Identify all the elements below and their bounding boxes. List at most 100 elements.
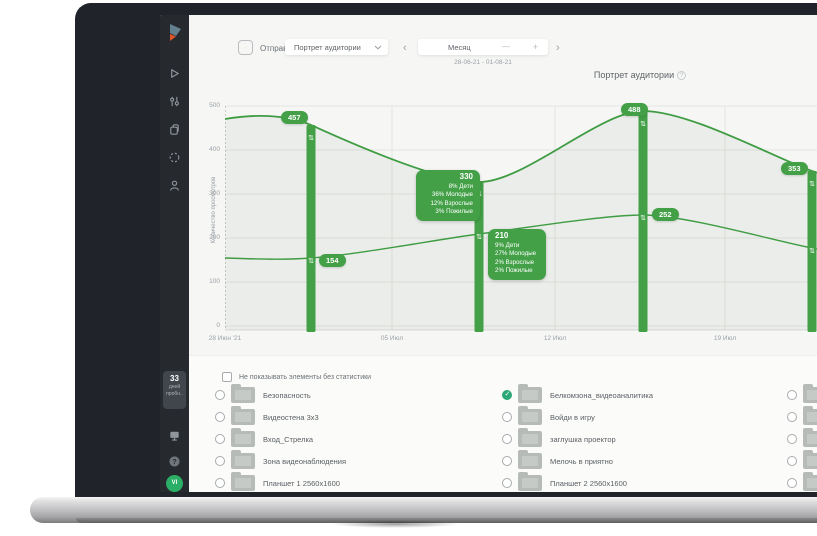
tooltip-line: 2% Пожилые — [495, 267, 533, 274]
app-logo-icon[interactable] — [167, 23, 183, 43]
radio-unchecked[interactable] — [787, 434, 797, 444]
y-tick: 300 — [209, 190, 220, 197]
trial-days-text2: пробн.. — [166, 391, 183, 397]
folder-icon — [803, 450, 817, 469]
x-tick: 12 Июл — [543, 335, 567, 342]
list-item[interactable]: Видеостена 3x3 — [215, 406, 495, 426]
radio-unchecked[interactable] — [787, 456, 797, 466]
tooltip-lower: 210 9% Дети 27% Молодые 2% Взрослые 2% П… — [488, 229, 546, 280]
report-type-dropdown[interactable]: Портрет аудитории — [285, 39, 388, 55]
radio-unchecked[interactable] — [502, 478, 512, 488]
tooltip-upper: 330 8% Дети 36% Молодые 12% Взрослые 3% … — [416, 170, 480, 221]
list-item-label: Планшет 1 2560x1600 — [263, 478, 340, 488]
radio-checked[interactable] — [502, 390, 512, 400]
monitor-icon[interactable] — [168, 429, 181, 442]
person-icon[interactable] — [168, 179, 181, 192]
x-tick: 05 Июл — [380, 335, 404, 342]
radio-unchecked[interactable] — [502, 412, 512, 422]
trial-days-text1: дней — [168, 384, 181, 390]
laptop-base — [30, 497, 817, 528]
list-item[interactable]: заглушка проектор — [502, 428, 782, 448]
zoom-out-period-button[interactable]: — — [502, 42, 510, 51]
download-report-button[interactable] — [238, 40, 253, 55]
list-item[interactable]: Зона видеонаблюдения — [215, 450, 495, 470]
report-type-value: Портрет аудитории — [294, 43, 361, 52]
list-item-label: Белкомзона_видеоаналитика — [550, 390, 654, 400]
period-selector[interactable]: Месяц — + — [418, 39, 548, 55]
user-avatar[interactable]: VI — [166, 475, 183, 492]
radio-unchecked[interactable] — [502, 434, 512, 444]
laptop-shadow — [330, 520, 460, 528]
list-item[interactable]: Заставка — [787, 428, 817, 448]
svg-text:⇅: ⇅ — [640, 121, 646, 128]
tooltip-line: 9% Дети — [495, 241, 520, 249]
radio-unchecked[interactable] — [215, 412, 225, 422]
tooltip-line: 12% Взрослые — [430, 199, 473, 207]
info-icon[interactable]: ? — [677, 71, 687, 80]
laptop-bezel: 33 дней пробн.. ? VI — [75, 3, 817, 497]
tooltip-line: 3% Пожилые — [435, 208, 473, 215]
list-item[interactable]: Планшет 2 2560x1600 — [502, 472, 782, 492]
hide-empty-label: Не показывать элементы без статистики — [239, 373, 372, 381]
chart-canvas: ⇅⇅ ⇅⇅ ⇅⇅ ⇅⇅ — [225, 105, 817, 332]
chart-title: Портрет аудитории? — [560, 70, 720, 80]
list-item[interactable]: Белкомзона_видеоаналитика — [787, 384, 817, 404]
list-item[interactable]: Безопасность — [215, 384, 495, 404]
svg-text:?: ? — [172, 459, 176, 466]
tooltip-line: 2% Взрослые — [495, 258, 535, 266]
radio-unchecked[interactable] — [787, 412, 797, 422]
data-point-label: 154 — [319, 254, 346, 267]
radio-unchecked[interactable] — [215, 434, 225, 444]
y-tick: 0 — [216, 322, 220, 329]
list-item-selected[interactable]: Белкомзона_видеоаналитика — [502, 384, 782, 404]
chevron-down-icon — [374, 45, 382, 50]
trial-days-badge[interactable]: 33 дней пробн.. — [163, 371, 186, 409]
folder-icon — [803, 428, 817, 447]
sliders-icon[interactable] — [168, 95, 181, 108]
tooltip-line: 8% Дети — [448, 182, 473, 190]
zoom-in-period-button[interactable]: + — [532, 42, 538, 52]
list-item[interactable]: Планшет 3 2560x1600 — [787, 472, 817, 492]
data-point-label: 488 — [621, 103, 648, 116]
list-item[interactable]: Войди в игру — [502, 406, 782, 426]
list-item[interactable]: Вход_Стрелка — [215, 428, 495, 448]
radio-unchecked[interactable] — [215, 478, 225, 488]
hide-empty-checkbox-row[interactable]: Не показывать элементы без статистики — [222, 372, 371, 382]
y-tick: 100 — [209, 278, 220, 285]
list-item[interactable]: Панель вертикальная внутр... — [787, 450, 817, 470]
help-icon[interactable]: ? — [168, 455, 181, 468]
list-item[interactable]: Планшет 1 2560x1600 — [215, 472, 495, 492]
prev-period-button[interactable]: ‹ — [403, 42, 407, 54]
x-tick: 19 Июл — [713, 335, 737, 342]
checkbox-unchecked[interactable] — [222, 372, 232, 382]
spinner-icon[interactable] — [168, 151, 181, 164]
play-icon[interactable] — [168, 67, 181, 80]
folder-icon — [231, 384, 255, 403]
radio-unchecked[interactable] — [787, 390, 797, 400]
svg-text:⇅: ⇅ — [476, 234, 482, 241]
area-upper-series — [225, 111, 817, 330]
copy-icon[interactable] — [168, 123, 181, 136]
radio-unchecked[interactable] — [502, 456, 512, 466]
tooltip-line: 27% Молодые — [495, 250, 537, 257]
svg-text:⇅: ⇅ — [640, 215, 646, 222]
svg-text:⇅: ⇅ — [308, 258, 314, 265]
radio-unchecked[interactable] — [215, 456, 225, 466]
data-point-label: 457 — [281, 111, 308, 124]
app-window: 33 дней пробн.. ? VI — [160, 15, 817, 492]
trial-days-count: 33 — [170, 374, 179, 383]
period-value: Месяц — [448, 43, 471, 52]
folder-icon — [803, 472, 817, 491]
list-item-label: Зона видеонаблюдения — [263, 456, 347, 466]
list-item[interactable]: Все для связи — [787, 406, 817, 426]
svg-text:⇅: ⇅ — [308, 135, 314, 142]
radio-unchecked[interactable] — [215, 390, 225, 400]
folder-icon — [518, 428, 542, 447]
folder-icon — [803, 384, 817, 403]
next-period-button[interactable]: › — [556, 42, 560, 54]
radio-unchecked[interactable] — [787, 478, 797, 488]
y-tick: 500 — [209, 102, 220, 109]
list-item[interactable]: Мелочь в приятно — [502, 450, 782, 470]
laptop-base-lip — [76, 518, 817, 523]
